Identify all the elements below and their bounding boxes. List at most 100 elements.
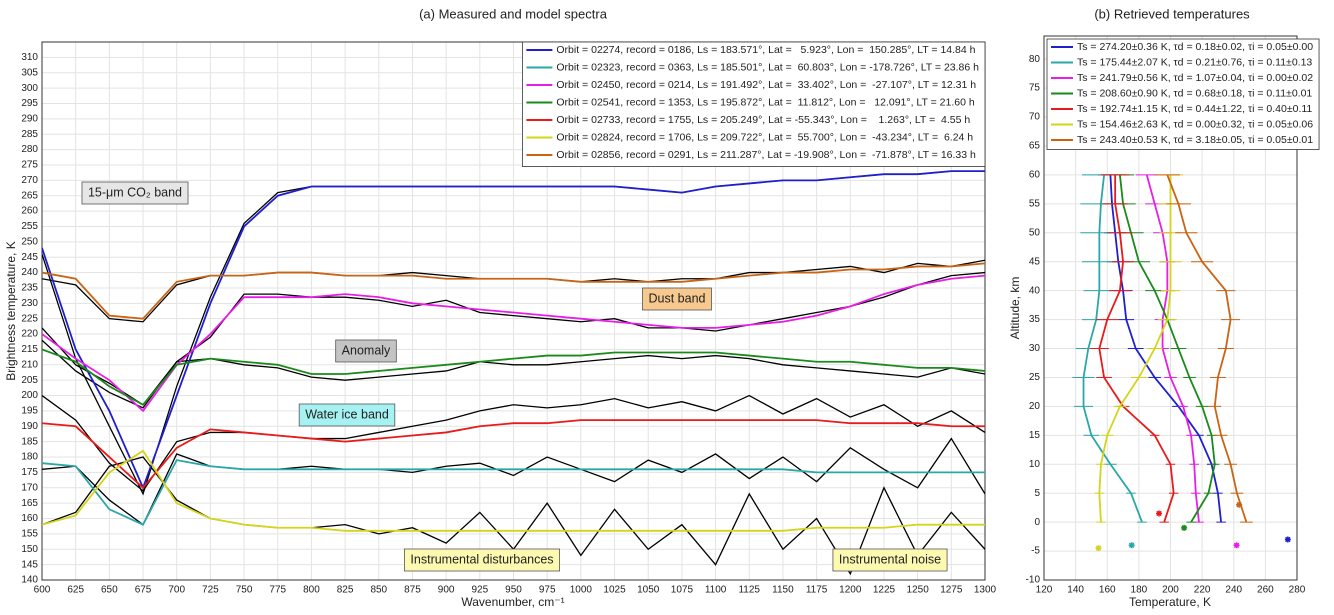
y-tick-label: 160 (21, 513, 38, 524)
y-tick-label: 70 (1029, 112, 1041, 123)
model-line (42, 459, 985, 526)
y-tick-label: 250 (21, 236, 38, 247)
x-tick-label: 825 (337, 585, 354, 596)
profile-line (1098, 174, 1175, 523)
y-tick-label: 180 (21, 452, 38, 463)
y-tick-label: 310 (21, 52, 38, 63)
annotation-label: Water ice band (305, 407, 389, 421)
x-tick-label: 1125 (738, 585, 760, 596)
x-tick-label: 625 (67, 585, 84, 596)
y-tick-label: 285 (21, 129, 38, 140)
profile-line (1098, 174, 1172, 523)
annotation: Instrumental noise (832, 548, 948, 572)
x-tick-label: 675 (135, 585, 152, 596)
x-tick-label: 1100 (705, 585, 727, 596)
x-tick-label: 650 (101, 585, 118, 596)
model-line (42, 262, 985, 320)
legend-label: Orbit = 02323, record = 0363, Ls = 185.5… (556, 61, 979, 73)
y-tick-label: 200 (21, 390, 38, 401)
y-tick-label: 305 (21, 67, 38, 78)
y-tick-label: -10 (1026, 575, 1041, 586)
y-axis-label: Altitude, km (1008, 277, 1022, 340)
x-tick-label: 700 (168, 585, 185, 596)
x-tick-label: 750 (236, 585, 253, 596)
surface-star (1233, 542, 1240, 549)
x-tick-label: 280 (1289, 585, 1306, 596)
y-tick-label: 35 (1029, 314, 1041, 325)
chart-title: (a) Measured and model spectra (419, 6, 608, 21)
annotation: Dust band (642, 287, 712, 311)
y-tick-label: 80 (1029, 54, 1041, 65)
y-tick-label: 215 (21, 344, 38, 355)
x-tick-label: 1275 (940, 585, 963, 596)
x-tick-label: 800 (303, 585, 320, 596)
y-tick-label: 295 (21, 98, 38, 109)
x-tick-label: 120 (1036, 585, 1053, 596)
annotation-box (298, 403, 396, 427)
x-tick-label: 875 (404, 585, 421, 596)
surface-star (1128, 542, 1135, 549)
x-tick-label: 600 (34, 585, 51, 596)
x-tick-label: 1175 (806, 585, 828, 596)
annotation-label: Instrumental disturbances (410, 552, 553, 566)
annotation-box (335, 339, 397, 363)
annotation-box (642, 287, 712, 311)
x-tick-label: 240 (1225, 585, 1242, 596)
chart-title: (b) Retrieved temperatures (1094, 6, 1250, 21)
model-line (42, 274, 985, 413)
x-tick-label: 1225 (873, 585, 896, 596)
legend-box (521, 41, 986, 167)
y-axis-label: Brightness temperature, K (4, 241, 18, 380)
annotation-box (404, 548, 560, 572)
surface-star (1095, 545, 1102, 552)
y-tick-label: 50 (1029, 227, 1041, 238)
x-tick-label: 220 (1194, 585, 1211, 596)
y-tick-label: 45 (1029, 256, 1041, 267)
plot-frame (41, 41, 986, 581)
y-tick-label: 150 (21, 544, 38, 555)
y-tick-label: 220 (21, 329, 38, 340)
model-line (42, 348, 985, 406)
y-tick-label: 175 (21, 467, 38, 478)
y-tick-label: 245 (21, 252, 38, 263)
annotation-label: Dust band (649, 291, 706, 305)
annotation: Water ice band (298, 403, 396, 427)
y-tick-label: 30 (1029, 343, 1041, 354)
legend: Ts = 274.20±0.36 K, τd = 0.18±0.02, τi =… (1046, 38, 1320, 150)
x-tick-label: 900 (438, 585, 455, 596)
x-tick-label: 1000 (570, 585, 593, 596)
model-line (42, 170, 985, 491)
y-tick-label: 270 (21, 175, 38, 186)
y-tick-label: 15 (1029, 430, 1041, 441)
annotation: Instrumental disturbances (404, 548, 560, 572)
y-tick-label: 65 (1029, 141, 1041, 152)
y-tick-label: 190 (21, 421, 38, 432)
y-tick-label: 235 (21, 283, 38, 294)
y-tick-label: 185 (21, 436, 38, 447)
x-tick-label: 1300 (974, 585, 997, 596)
y-tick-label: 230 (21, 298, 38, 309)
plot-frame (1043, 35, 1298, 581)
x-tick-label: 850 (370, 585, 387, 596)
legend-label: Orbit = 02450, record = 0214, Ls = 191.4… (556, 79, 976, 91)
legend-label: Ts = 274.20±0.36 K, τd = 0.18±0.02, τi =… (1077, 41, 1313, 53)
legend: Orbit = 02274, record = 0186, Ls = 183.5… (521, 41, 986, 167)
x-tick-label: 160 (1099, 585, 1116, 596)
y-tick-label: 20 (1029, 401, 1041, 412)
legend-label: Orbit = 02824, record = 1706, Ls = 209.7… (556, 131, 973, 143)
legend-label: Ts = 241.79±0.56 K, τd = 1.07±0.04, τi =… (1077, 72, 1313, 84)
legend-label: Ts = 192.74±1.15 K, τd = 0.44±1.22, τi =… (1077, 103, 1312, 115)
legend-box (1046, 38, 1320, 150)
y-tick-label: 205 (21, 375, 38, 386)
legend-label: Orbit = 02733, record = 1755, Ls = 205.2… (556, 114, 970, 126)
x-axis-label: Wavenumber, cm⁻¹ (461, 595, 564, 609)
surface-star (1181, 524, 1188, 531)
model-line (42, 419, 985, 490)
y-tick-label: 170 (21, 482, 38, 493)
measured-line (42, 339, 985, 409)
y-tick-label: 290 (21, 113, 38, 124)
y-tick-label: 5 (1034, 488, 1040, 499)
surface-star (1156, 510, 1163, 517)
legend-label: Ts = 175.44±2.07 K, τd = 0.21±0.76, τi =… (1077, 56, 1312, 68)
